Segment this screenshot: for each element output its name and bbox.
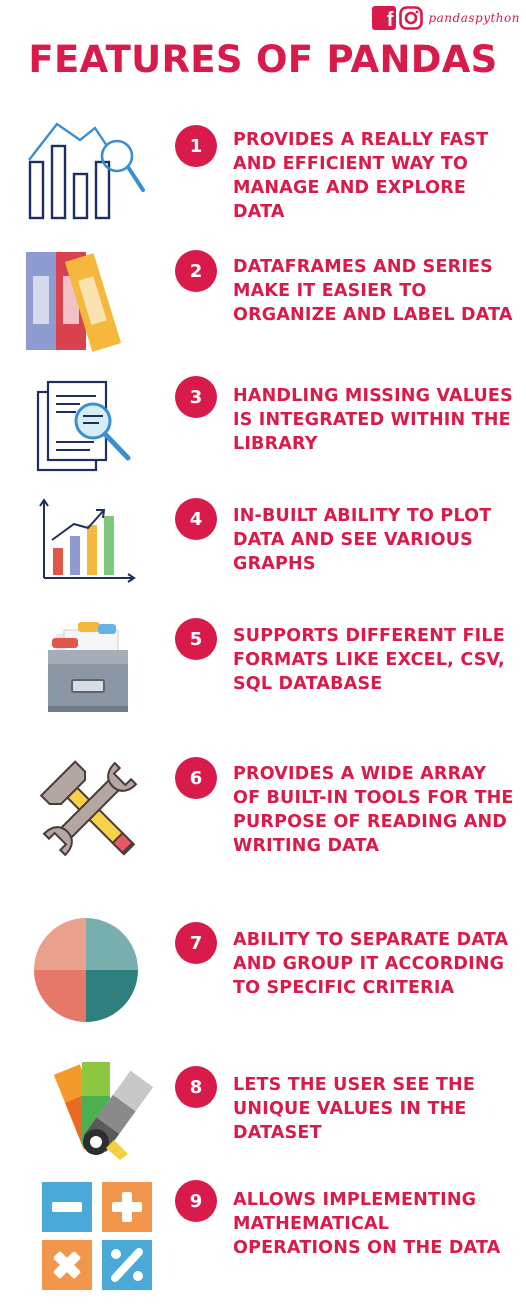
binders-icon <box>26 252 122 352</box>
feature-number-badge: 1 <box>175 125 217 167</box>
math-operators-icon <box>42 1182 152 1290</box>
color-swatch-icon <box>53 1062 154 1160</box>
social-handle[interactable]: pandaspython <box>428 11 520 25</box>
feature-text: DATAFRAMES AND SERIES MAKE IT EASIER TO … <box>233 257 513 325</box>
feature-text: HANDLING MISSING VALUES IS INTEGRATED WI… <box>233 386 513 454</box>
feature-number-badge: 6 <box>175 757 217 799</box>
bar-chart-magnifier-icon <box>28 122 145 220</box>
feature-text: LETS THE USER SEE THE UNIQUE VALUES IN T… <box>233 1075 476 1143</box>
instagram-icon[interactable] <box>399 6 424 30</box>
document-search-icon <box>36 380 131 472</box>
pie-chart-icon <box>34 918 138 1022</box>
feature-text: SUPPORTS DIFFERENT FILE FORMATS LIKE EXC… <box>233 626 505 694</box>
feature-text: PROVIDES A WIDE ARRAY OF BUILT-IN TOOLS … <box>233 764 514 856</box>
feature-text: PROVIDES A REALLY FAST AND EFFICIENT WAY… <box>233 130 489 222</box>
feature-number-badge: 5 <box>175 618 217 660</box>
growth-graph-icon <box>39 498 136 583</box>
feature-number-badge: 2 <box>175 250 217 292</box>
file-drawer-icon <box>48 622 128 712</box>
feature-text: IN-BUILT ABILITY TO PLOT DATA AND SEE VA… <box>233 506 492 574</box>
facebook-icon[interactable]: f <box>372 6 397 30</box>
social-links: f pandaspython <box>372 6 520 30</box>
feature-number-badge: 3 <box>175 376 217 418</box>
feature-text: ALLOWS IMPLEMENTING MATHEMATICAL OPERATI… <box>233 1190 501 1258</box>
feature-number-badge: 4 <box>175 498 217 540</box>
feature-text: ABILITY TO SEPARATE DATA AND GROUP IT AC… <box>233 930 509 998</box>
feature-number-badge: 8 <box>175 1066 217 1108</box>
feature-number-badge: 7 <box>175 922 217 964</box>
hammer-wrench-icon <box>39 760 138 857</box>
feature-number-badge: 9 <box>175 1180 217 1222</box>
page-title: FEATURES OF PANDAS <box>28 38 498 81</box>
